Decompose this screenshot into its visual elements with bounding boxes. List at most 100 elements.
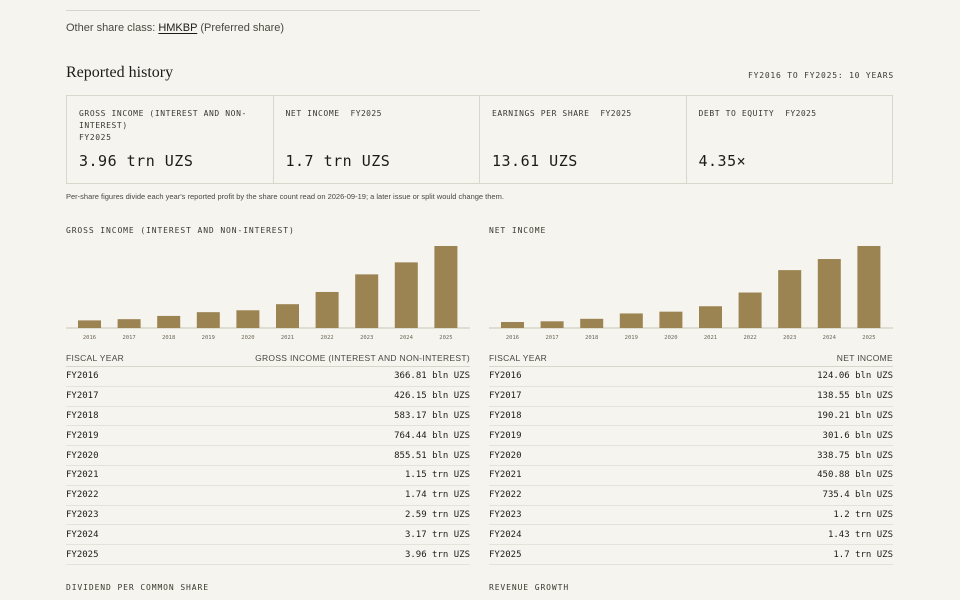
row-fiscal-year: FY2024	[66, 529, 99, 540]
dividend-chart-title: DIVIDEND PER COMMON SHARE	[66, 583, 209, 592]
bar-2022	[315, 291, 339, 328]
table-row: FY2025 3.96 trn UZS	[66, 545, 470, 565]
bar-2025	[857, 246, 881, 328]
x-tick-label: 2018	[585, 335, 598, 341]
x-tick-label: 2024	[823, 335, 837, 341]
row-fiscal-year: FY2017	[489, 391, 522, 402]
row-value: 855.51 bln UZS	[394, 450, 470, 461]
table-row: FY2020 855.51 bln UZS	[66, 446, 470, 466]
card-fy: FY2025	[350, 109, 382, 118]
x-tick-label: 2017	[122, 335, 135, 341]
row-value: 583.17 bln UZS	[394, 410, 470, 421]
bar-2016	[78, 320, 101, 328]
bar-2024	[394, 262, 418, 328]
row-fiscal-year: FY2024	[489, 529, 522, 540]
row-value: 735.4 bln UZS	[822, 490, 893, 501]
x-tick-label: 2021	[704, 335, 717, 341]
x-tick-label: 2017	[545, 335, 558, 341]
row-fiscal-year: FY2020	[489, 450, 522, 461]
row-value: 301.6 bln UZS	[822, 430, 893, 441]
row-fiscal-year: FY2016	[66, 371, 99, 382]
card-value: 3.96 trn UZS	[79, 152, 194, 170]
x-tick-label: 2016	[83, 335, 96, 341]
table-row: FY2022 735.4 bln UZS	[489, 486, 893, 506]
row-fiscal-year: FY2017	[66, 391, 99, 402]
bar-2023	[355, 274, 379, 328]
share-class-link[interactable]: HMKBP	[158, 22, 198, 34]
card-fy: FY2025	[79, 133, 112, 142]
table-row: FY2021 1.15 trn UZS	[66, 466, 470, 486]
bar-2021	[276, 304, 299, 328]
row-fiscal-year: FY2025	[66, 549, 99, 560]
row-value: 366.81 bln UZS	[394, 371, 470, 382]
chart-title-net-income: NET INCOME	[489, 226, 547, 235]
x-tick-label: 2019	[202, 335, 215, 341]
table-row: FY2019 764.44 bln UZS	[66, 426, 470, 447]
row-fiscal-year: FY2022	[66, 490, 99, 501]
row-value: 124.06 bln UZS	[817, 371, 893, 382]
row-value: 450.88 bln UZS	[817, 470, 893, 481]
row-fiscal-year: FY2025	[489, 549, 522, 560]
row-value: 3.17 trn UZS	[404, 529, 470, 540]
summary-cards: GROSS INCOME (INTEREST AND NON-INTEREST)…	[66, 95, 893, 184]
x-tick-label: 2018	[162, 335, 175, 341]
table-row: FY2018 190.21 bln UZS	[489, 407, 893, 427]
x-tick-label: 2025	[862, 335, 875, 341]
table-row: FY2016 124.06 bln UZS	[489, 367, 893, 387]
table-row: FY2017 426.15 bln UZS	[66, 387, 470, 407]
table-row: FY2020 338.75 bln UZS	[489, 446, 893, 466]
row-fiscal-year: FY2019	[66, 430, 99, 441]
per-share-note: Per-share figures divide each year's rep…	[66, 192, 504, 201]
col-value: NET INCOME	[836, 353, 893, 363]
card-label: DEBT TO EQUITY FY2025	[698, 109, 817, 118]
bar-2019	[619, 313, 643, 328]
row-fiscal-year: FY2020	[66, 450, 99, 461]
row-value: 1.7 trn UZS	[833, 549, 893, 560]
bar-2021	[699, 306, 722, 328]
bar-2022	[738, 292, 762, 328]
card-fy: FY2025	[785, 109, 817, 118]
card-label: EARNINGS PER SHARE FY2025	[492, 109, 632, 118]
x-tick-label: 2023	[360, 335, 373, 341]
table-row: FY2018 583.17 bln UZS	[66, 407, 470, 427]
row-value: 1.15 trn UZS	[404, 470, 470, 481]
x-tick-label: 2023	[783, 335, 796, 341]
x-tick-label: 2021	[281, 335, 294, 341]
net-income-table: FISCAL YEAR NET INCOME FY2016 124.06 bln …	[489, 350, 893, 565]
row-fiscal-year: FY2021	[66, 470, 99, 481]
table-header: FISCAL YEAR NET INCOME	[489, 350, 893, 367]
table-row: FY2024 3.17 trn UZS	[66, 525, 470, 546]
bar-2018	[580, 318, 604, 328]
col-value: GROSS INCOME (INTEREST AND NON-INTEREST)	[255, 353, 470, 363]
bar-2024	[817, 259, 841, 328]
row-fiscal-year: FY2018	[489, 410, 522, 421]
row-fiscal-year: FY2021	[489, 470, 522, 481]
card-value: 13.61 UZS	[492, 152, 578, 170]
card-gross-income: GROSS INCOME (INTEREST AND NON-INTEREST)…	[67, 96, 274, 183]
bar-2023	[778, 270, 802, 328]
col-fiscal-year: FISCAL YEAR	[489, 353, 548, 363]
card-eps: EARNINGS PER SHARE FY2025 13.61 UZS	[480, 96, 687, 183]
x-tick-label: 2022	[743, 335, 756, 341]
row-value: 1.43 trn UZS	[827, 529, 893, 540]
row-value: 338.75 bln UZS	[817, 450, 893, 461]
bar-2018	[157, 315, 181, 328]
x-tick-label: 2020	[241, 335, 254, 341]
row-value: 3.96 trn UZS	[404, 549, 470, 560]
row-value: 1.2 trn UZS	[833, 509, 893, 520]
card-value: 4.35×	[698, 152, 747, 170]
history-range: FY2016 TO FY2025: 10 YEARS	[747, 71, 894, 80]
table-row: FY2024 1.43 trn UZS	[489, 525, 893, 546]
bar-2017	[117, 319, 141, 328]
table-row: FY2023 1.2 trn UZS	[489, 506, 893, 526]
card-label: NET INCOME FY2025	[285, 109, 382, 118]
x-tick-label: 2025	[439, 335, 452, 341]
bar-2020	[236, 310, 260, 328]
bar-2016	[501, 322, 524, 328]
row-fiscal-year: FY2022	[489, 490, 522, 501]
card-label: GROSS INCOME (INTEREST AND NON-INTEREST)	[79, 109, 247, 130]
col-fiscal-year: FISCAL YEAR	[66, 353, 125, 363]
row-fiscal-year: FY2016	[489, 371, 522, 382]
table-row: FY2022 1.74 trn UZS	[66, 486, 470, 506]
row-fiscal-year: FY2019	[489, 430, 522, 441]
